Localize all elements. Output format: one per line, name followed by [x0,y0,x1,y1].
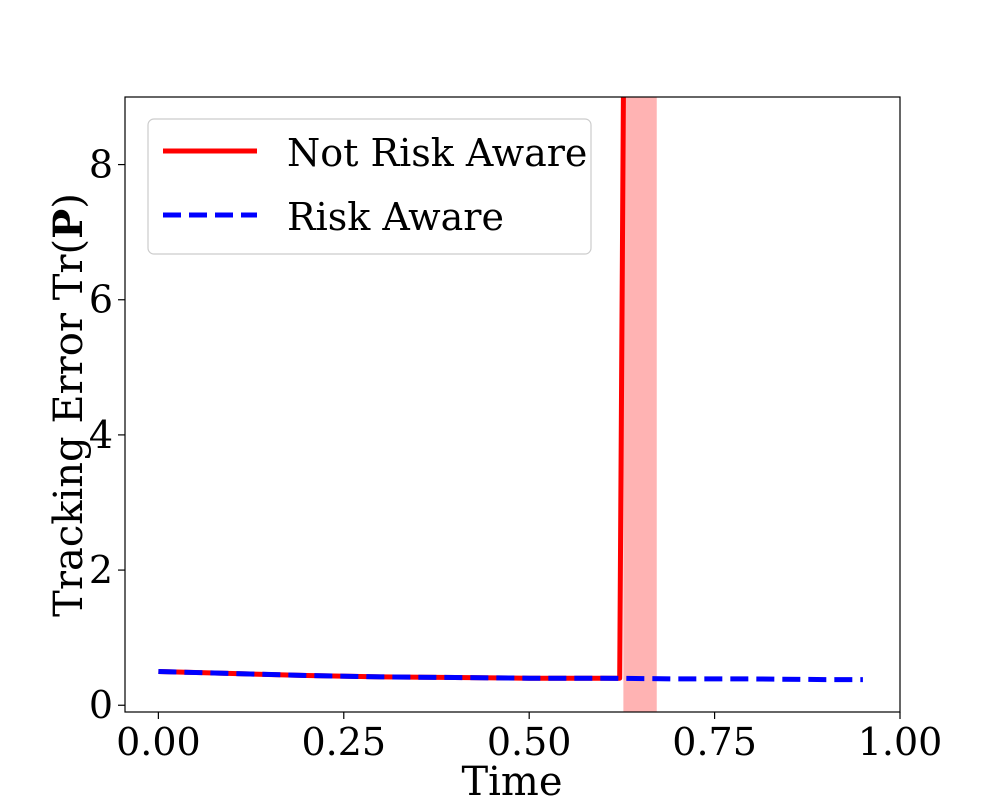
shaded-region [623,97,657,712]
x-axis-ticks: 0.00 0.25 0.50 0.75 1.00 [116,712,942,764]
x-tick-label: 1.00 [858,720,943,764]
series-line-risk-aware [158,669,863,683]
x-axis-label: Time [461,759,562,800]
y-tick-label: 8 [89,143,113,187]
plot-frame [124,96,901,713]
y-axis-label: Tracking Error Tr(P) [45,193,92,617]
y-tick-label: 2 [89,548,113,592]
legend: Not Risk Aware Risk Aware [147,118,592,255]
x-tick-label: 0.75 [672,720,757,764]
y-axis-ticks: 0 2 4 6 8 [89,143,125,727]
shaded-region-layer [623,97,657,712]
y-tick-label: 4 [89,413,113,457]
legend-label-risk-aware: Risk Aware [287,195,504,239]
legend-frame [147,118,592,255]
y-tick-label: 0 [89,683,113,727]
x-tick-label: 0.25 [301,720,386,764]
legend-label-not-risk-aware: Not Risk Aware [287,131,587,175]
series-layer [158,97,863,683]
x-tick-label: 0.00 [116,720,201,764]
y-tick-label: 6 [89,278,113,322]
x-tick-label: 0.50 [487,720,572,764]
